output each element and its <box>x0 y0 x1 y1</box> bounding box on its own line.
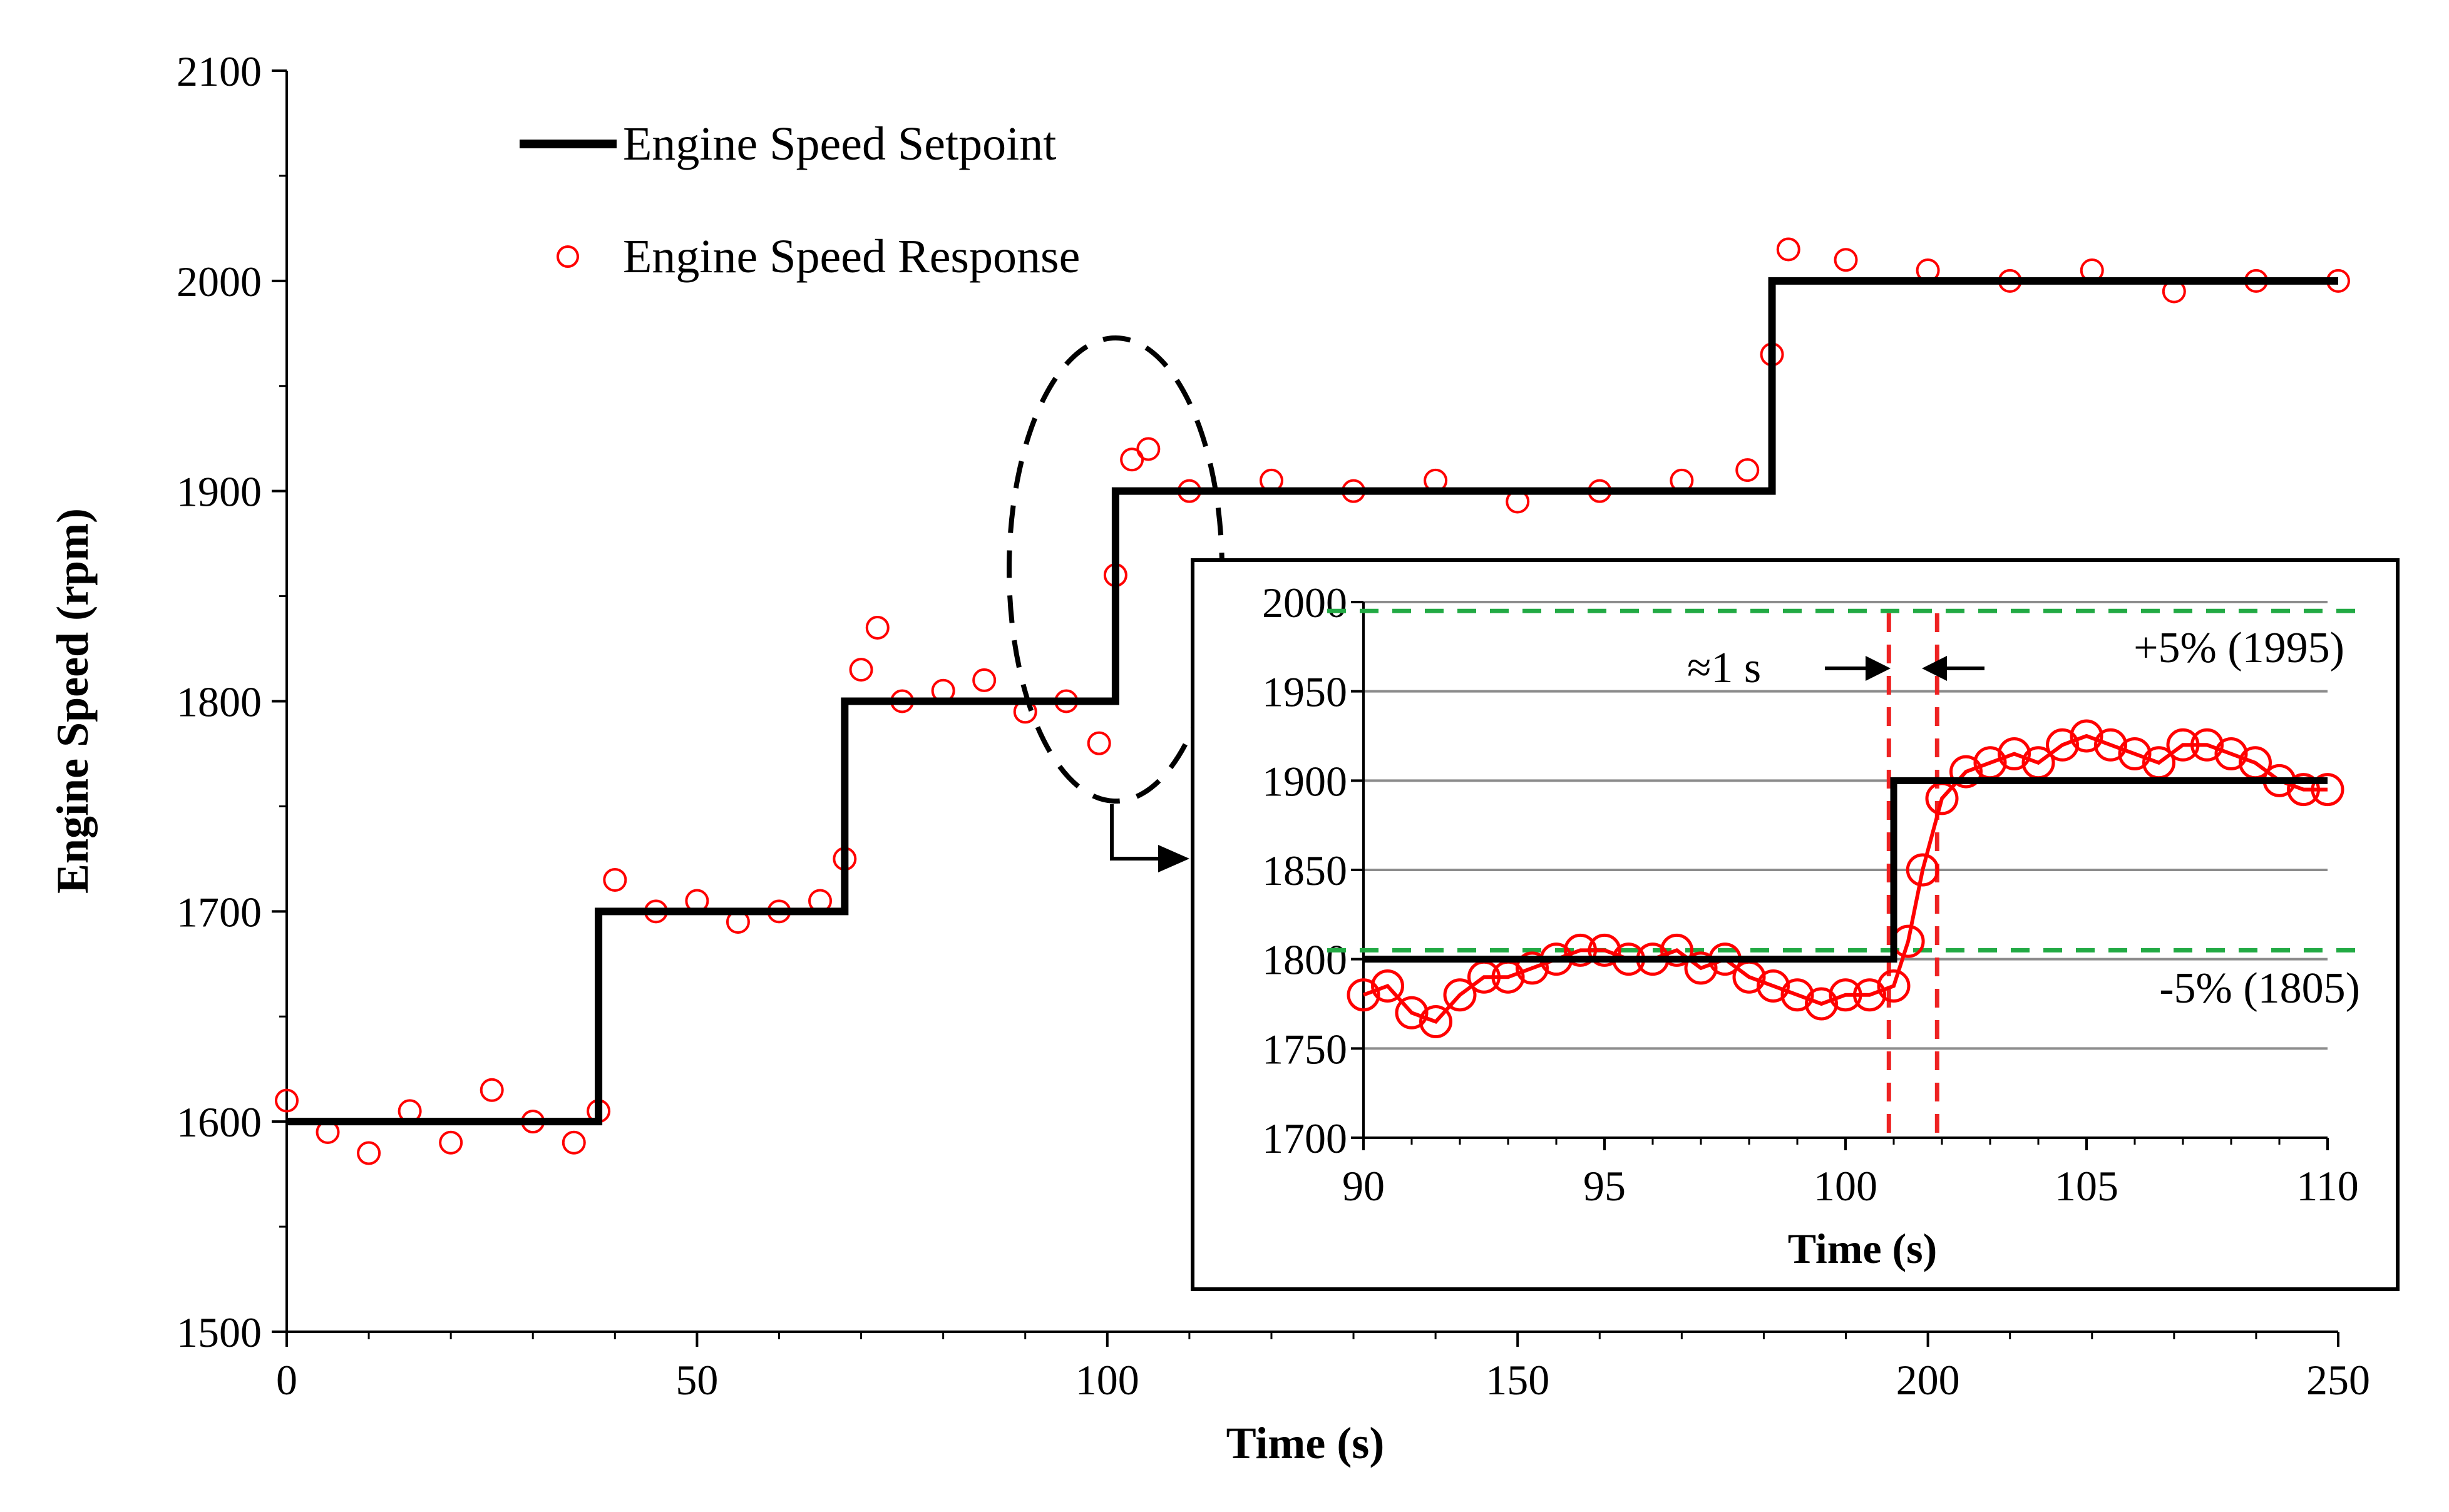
main-ticks <box>272 69 2339 1347</box>
main-x-axis-title: Time (s) <box>1226 1418 1385 1468</box>
inset-response-point <box>1757 969 1790 1003</box>
main-y-tick-label: 1700 <box>177 888 262 936</box>
main-x-tick-label: 200 <box>1896 1356 1960 1404</box>
inset-tick-labels: 1700 1750 1800 1850 1900 1950 2000 90 95 100 105 11… <box>1262 579 2359 1210</box>
inset-y-tick-label: 1900 <box>1262 757 1347 805</box>
main-y-tick-label: 2100 <box>177 48 262 95</box>
inset-response-point <box>1564 933 1597 967</box>
inset-y-tick-label: 1700 <box>1262 1115 1347 1162</box>
settling-time-label: ≈1 s <box>1687 644 1761 692</box>
inset-y-tick-label: 2000 <box>1262 579 1347 626</box>
inset-chart: 1700 1750 1800 1850 1900 1950 2000 90 95 100 105 11… <box>1191 558 2400 1291</box>
main-x-tick-label: 150 <box>1486 1356 1549 1404</box>
main-y-tick-label: 1600 <box>177 1098 262 1146</box>
main-chart: 1500 1600 1700 1800 1900 2000 2100 0 50 100 150 200… <box>48 48 2370 1468</box>
inset-response-point <box>2311 773 2344 807</box>
main-response-point <box>357 1141 381 1165</box>
callout-arrow-head <box>1158 845 1189 872</box>
inset-response-point <box>1347 978 1380 1012</box>
inset-response-point <box>2214 737 2248 771</box>
main-response-point <box>1120 447 1144 472</box>
inset-response-point <box>1780 978 1814 1012</box>
main-response-point <box>439 1130 463 1155</box>
main-series <box>275 237 2350 1165</box>
inset-response-point <box>2287 773 2320 807</box>
inset-response-series <box>1347 719 2344 1039</box>
inset-response-point <box>1371 969 1404 1003</box>
main-x-tick-label: 250 <box>2306 1356 2370 1404</box>
inset-y-tick-label: 1800 <box>1262 936 1347 984</box>
main-response-point <box>1834 248 1858 272</box>
main-y-tick-label: 1800 <box>177 678 262 726</box>
inset-response-point <box>1829 978 1862 1012</box>
inset-x-tick-label: 90 <box>1342 1162 1385 1210</box>
inset-response-trace <box>1362 733 2328 1024</box>
inset-y-tick-label: 1750 <box>1262 1025 1347 1073</box>
inset-response-point <box>2094 728 2127 762</box>
main-x-tick-label: 0 <box>276 1356 297 1404</box>
inset-response-point <box>2046 728 2079 762</box>
inset-response-point <box>1853 978 1886 1012</box>
main-x-tick-label: 100 <box>1076 1356 1139 1404</box>
main-setpoint-line <box>287 277 2338 1126</box>
inset-y-tick-label: 1950 <box>1262 668 1347 716</box>
inset-response-point <box>1906 853 1939 887</box>
settling-time-annotation: ≈1 s <box>1687 644 1984 692</box>
inset-response-point <box>2166 728 2200 762</box>
inset-response-point <box>1443 978 1477 1012</box>
inset-response-point <box>1395 996 1429 1029</box>
inset-x-axis-title: Time (s) <box>1788 1225 1938 1272</box>
inset-response-point <box>1419 1005 1452 1039</box>
main-x-tick-label: 50 <box>675 1356 718 1404</box>
settling-arrow-left-head <box>1866 656 1891 681</box>
inset-setpoint-line <box>1363 777 2328 963</box>
main-tick-labels: 1500 1600 1700 1800 1900 2000 2100 0 50 100 150 200… <box>177 48 2370 1404</box>
inset-ticks <box>1351 601 2329 1150</box>
main-response-point <box>865 615 890 640</box>
settling-arrow-right-head <box>1922 656 1947 681</box>
inset-frame <box>1191 558 2400 1291</box>
inset-x-tick-label: 100 <box>1814 1162 1877 1210</box>
inset-y-tick-label: 1850 <box>1262 847 1347 894</box>
legend-response-marker <box>557 245 579 268</box>
inset-x-tick-label: 110 <box>2296 1162 2358 1210</box>
inset-series <box>1347 719 2344 1039</box>
legend-response-label: Engine Speed Response <box>623 230 1080 283</box>
main-response-point <box>1087 731 1111 755</box>
main-response-point <box>603 867 627 892</box>
inset-response-point <box>1516 951 1549 985</box>
main-response-point <box>275 1088 299 1113</box>
inset-response-point <box>1660 933 1693 967</box>
inset-response-point <box>2070 719 2103 753</box>
main-y-tick-label: 2000 <box>177 258 262 305</box>
main-response-point <box>1136 437 1161 461</box>
main-legend: Engine Speed Setpoint Engine Speed Respo… <box>520 118 1080 283</box>
main-response-point <box>562 1130 586 1155</box>
inset-response-point <box>1588 933 1621 967</box>
callout-arrow-line <box>1110 804 1161 861</box>
lower-band-label: -5% (1805) <box>2159 964 2360 1013</box>
inset-response-point <box>1684 951 1718 985</box>
main-response-point <box>849 658 873 682</box>
inset-response-point <box>2190 728 2224 762</box>
main-response-point <box>1735 458 1760 483</box>
main-response-point <box>972 668 997 692</box>
main-y-axis-title: Engine Speed (rpm) <box>48 508 98 894</box>
inset-response-point <box>1805 987 1838 1021</box>
inset-response-point <box>1877 969 1911 1003</box>
inset-response-point <box>1998 737 2031 771</box>
inset-x-tick-label: 105 <box>2055 1162 2118 1210</box>
main-y-tick-label: 1900 <box>177 468 262 516</box>
inset-x-tick-label: 95 <box>1583 1162 1626 1210</box>
main-response-point <box>480 1078 504 1102</box>
inset-response-point <box>2118 737 2152 771</box>
inset-response-point <box>1949 755 1983 789</box>
legend-setpoint-label: Engine Speed Setpoint <box>623 118 1056 170</box>
main-response-point <box>1776 237 1800 262</box>
main-y-tick-label: 1500 <box>177 1309 262 1356</box>
upper-band-label: +5% (1995) <box>2133 624 2344 672</box>
